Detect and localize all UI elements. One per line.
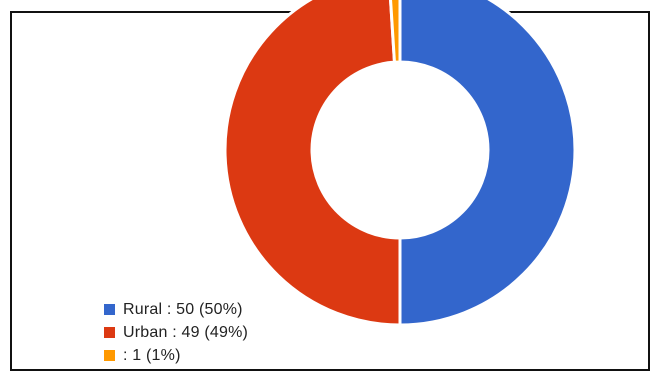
- donut-slices: [223, 0, 577, 327]
- legend-item-rural[interactable]: Rural : 50 (50%): [104, 298, 248, 321]
- legend-label-urban: Urban : 49 (49%): [123, 323, 249, 341]
- donut-slice-rural[interactable]: [398, 0, 577, 327]
- legend-label-other: : 1 (1%): [123, 346, 181, 364]
- donut-slice-urban[interactable]: [223, 0, 402, 327]
- legend: Rural : 50 (50%) Urban : 49 (49%) : 1 (1…: [104, 298, 248, 367]
- legend-item-urban[interactable]: Urban : 49 (49%): [104, 321, 248, 344]
- legend-swatch-urban: [104, 327, 115, 338]
- donut-slice-other[interactable]: [389, 0, 402, 64]
- legend-label-rural: Rural : 50 (50%): [123, 300, 243, 318]
- legend-swatch-other: [104, 350, 115, 361]
- legend-swatch-rural: [104, 304, 115, 315]
- legend-item-other[interactable]: : 1 (1%): [104, 344, 248, 367]
